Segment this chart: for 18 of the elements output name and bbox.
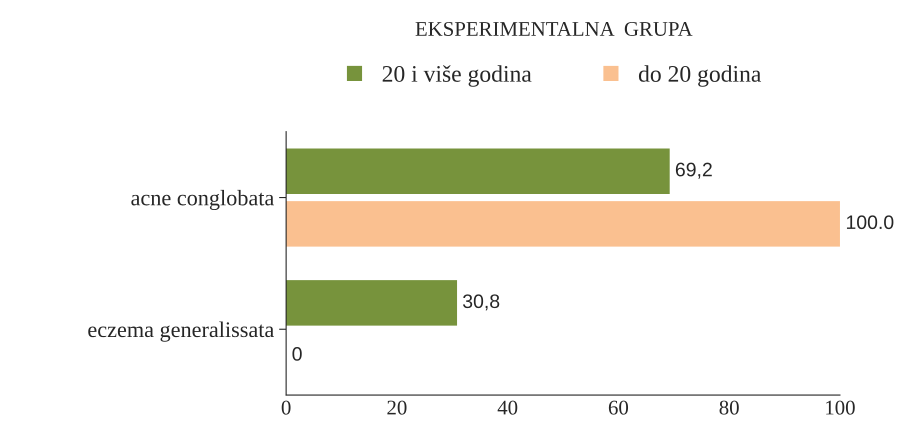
bar [286, 201, 840, 247]
data-label: 30,8 [462, 294, 500, 310]
x-tick-label: 20 [387, 400, 407, 415]
x-tick-label: 60 [608, 400, 628, 415]
legend-label: do 20 godina [638, 65, 762, 87]
data-label: 0 [292, 347, 302, 361]
data-label: 100.0 [846, 215, 894, 230]
data-label: 69,2 [676, 162, 712, 179]
x-tick-label: 80 [720, 400, 739, 415]
y-tick-label: acne conglobata [131, 190, 274, 210]
bar [286, 148, 670, 194]
chart-title: EKSPERIMENTALNA GRUPA [416, 22, 693, 36]
legend-label: 20 i više godina [382, 65, 532, 87]
x-tick-label: 100 [826, 400, 855, 415]
x-tick-label: 0 [282, 400, 291, 415]
y-tick-label: eczema generalissata [88, 322, 274, 342]
bar [286, 280, 458, 326]
x-tick-label: 40 [498, 400, 518, 415]
